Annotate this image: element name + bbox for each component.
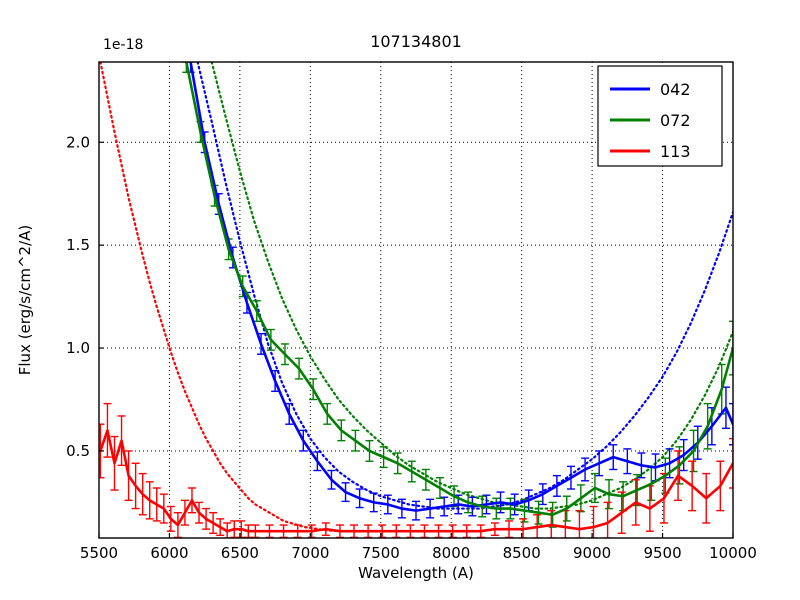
x-tick-label: 5500	[80, 544, 118, 562]
page-title: 107134801	[370, 32, 462, 51]
y-tick-label: 2.0	[66, 133, 90, 151]
x-tick-label: 6000	[150, 544, 188, 562]
series-042	[189, 62, 733, 512]
x-tick-label: 9000	[573, 544, 611, 562]
y-tick-label: 0.5	[66, 442, 90, 460]
legend-label-042[interactable]: 042	[660, 80, 691, 99]
series-072	[185, 62, 733, 517]
model-curve-072-model	[210, 62, 733, 510]
y-axis-title: Flux (erg/s/cm^2/A)	[16, 225, 34, 376]
x-tick-label: 8500	[503, 544, 541, 562]
y-axis-offset-label: 1e-18	[103, 37, 143, 53]
y-tick-label: 1.5	[66, 236, 90, 254]
x-tick-label: 9500	[643, 544, 681, 562]
legend-box	[597, 65, 723, 167]
axes-frame	[98, 61, 734, 539]
x-tick-label: 6500	[221, 544, 259, 562]
data-series-layer	[99, 62, 733, 533]
x-tick-label: 7000	[291, 544, 329, 562]
legend-label-113[interactable]: 113	[660, 142, 691, 161]
plot-frame	[98, 61, 734, 539]
x-tick-label: 7500	[362, 544, 400, 562]
x-tick-label: 10000	[709, 544, 757, 562]
x-axis-title: Wavelength (A)	[358, 564, 474, 582]
legend[interactable]: 042 072 113	[597, 65, 723, 167]
y-tick-label: 1.0	[66, 339, 90, 357]
x-tick-label: 8000	[432, 544, 470, 562]
series-113	[99, 429, 733, 533]
axis-ticks-layer: 5500 6000 6500 7000 7500 8000 8500 9000 9500 1000…	[66, 133, 757, 562]
legend-label-072[interactable]: 072	[660, 111, 691, 130]
